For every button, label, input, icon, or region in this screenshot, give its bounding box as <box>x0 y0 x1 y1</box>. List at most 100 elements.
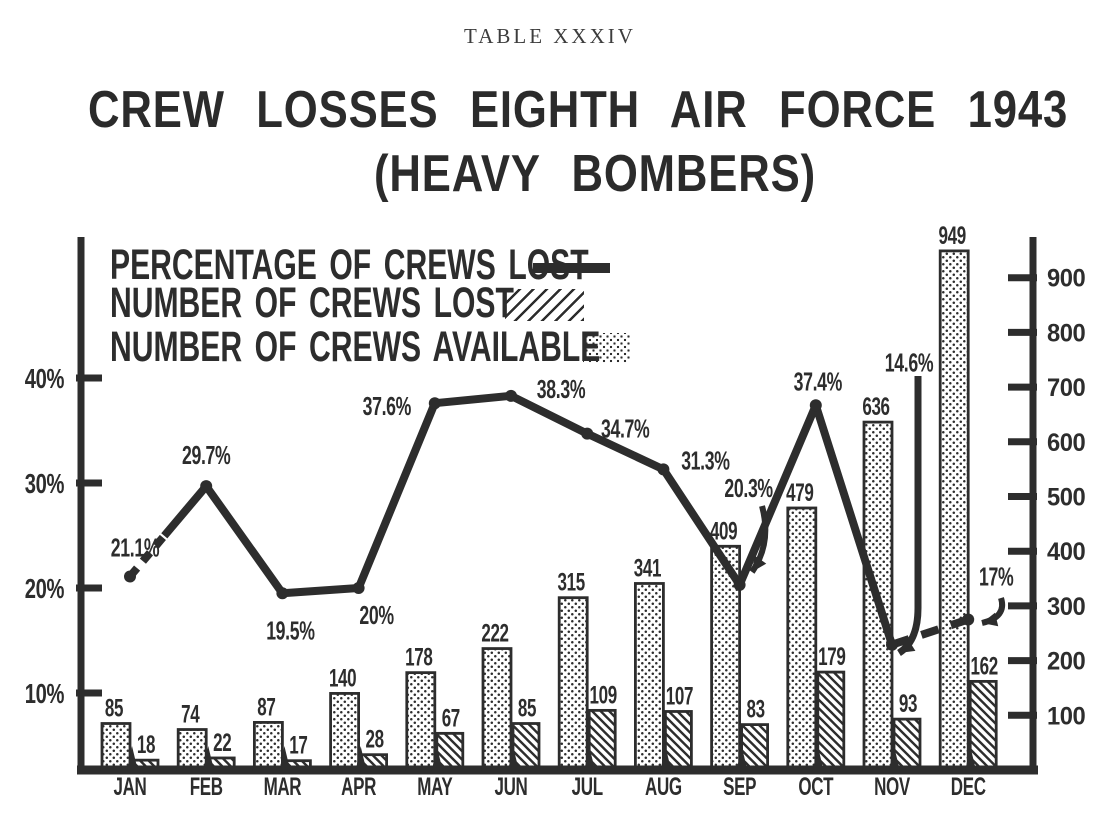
line-point-mar <box>276 587 289 600</box>
bar-junction-wedge <box>508 746 519 771</box>
legend-label: NUMBER OF CREWS AVAILABLE <box>110 323 601 371</box>
month-label-oct: OCT <box>798 773 833 801</box>
percent-label-jun: 38.3% <box>537 374 586 403</box>
lost-value-label: 28 <box>365 725 384 753</box>
percent-label-jul: 34.7% <box>601 414 650 443</box>
percent-label-oct: 37.4% <box>794 367 843 396</box>
line-segment-jan-feb-dashed <box>126 533 168 580</box>
available-bar-oct <box>786 506 818 772</box>
lost-value-label: 83 <box>746 695 765 723</box>
lost-value-label: 18 <box>137 731 156 759</box>
legend-dots-swatch <box>583 333 630 363</box>
line-point-nov <box>886 638 898 651</box>
available-value-label: 178 <box>405 643 433 671</box>
lost-value-label: 22 <box>213 729 232 757</box>
percent-label-feb: 29.7% <box>182 441 231 470</box>
line-point-may <box>428 397 441 410</box>
available-bar-aug <box>634 582 665 772</box>
month-label-dec: DEC <box>951 773 986 801</box>
lost-value-label: 93 <box>899 690 918 718</box>
right-axis-tick-label: 100 <box>1047 703 1085 731</box>
percent-label-apr: 20% <box>359 601 394 630</box>
legend-hatch-swatch <box>505 289 584 321</box>
month-label-may: MAY <box>417 773 452 801</box>
right-axis-tick-label: 700 <box>1047 375 1085 403</box>
lost-value-label: 179 <box>818 643 846 671</box>
right-axis-tick-label: 400 <box>1047 539 1085 567</box>
available-value-label: 140 <box>329 664 356 692</box>
lost-value-label: 67 <box>442 704 460 732</box>
available-value-label: 85 <box>105 694 124 722</box>
month-label-nov: NOV <box>874 773 911 801</box>
lost-bar-oct <box>816 670 846 772</box>
month-label-aug: AUG <box>645 773 682 801</box>
available-bar-mar <box>252 721 284 772</box>
bar-junction-wedge <box>355 746 367 771</box>
available-value-label: 74 <box>181 700 200 728</box>
legend-item-crews-lost: NUMBER OF CREWS LOST <box>110 282 514 325</box>
arrowhead <box>752 555 767 572</box>
lost-value-label: 17 <box>289 731 307 759</box>
arrowhead <box>899 639 916 653</box>
arrow-to-nov-point <box>896 376 922 656</box>
lost-bar-dec <box>968 679 998 772</box>
percent-label-nov: 14.6% <box>885 348 934 377</box>
legend-item-crews-available: NUMBER OF CREWS AVAILABLE <box>110 326 600 369</box>
available-bar-jun <box>481 647 513 772</box>
lost-bar-aug <box>664 710 693 772</box>
available-bar-may <box>405 671 437 772</box>
month-label-jun: JUN <box>495 773 528 801</box>
lost-bar-jun <box>511 722 541 772</box>
right-axis-tick-label: 800 <box>1047 320 1085 348</box>
lost-value-label: 109 <box>590 681 618 709</box>
line-point-jun <box>505 389 517 402</box>
available-bar-jul <box>557 596 589 772</box>
available-bar-feb <box>176 728 208 772</box>
left-axis-tick-label: 40% <box>25 364 65 395</box>
left-axis-tick-label: 20% <box>25 574 65 605</box>
bar-junction-wedge <box>584 746 596 771</box>
right-axis-tick-label: 500 <box>1047 484 1085 512</box>
legend-label: NUMBER OF CREWS LOST <box>110 279 514 327</box>
available-value-label: 949 <box>939 222 967 250</box>
available-bar-dec <box>938 249 970 772</box>
line-point-jan <box>124 570 136 583</box>
bar-junction-wedge <box>736 746 748 771</box>
bar-junction-wedge <box>279 746 291 771</box>
percent-label-mar: 19.5% <box>266 616 315 645</box>
bar-junction-wedge <box>127 746 138 771</box>
percent-label-dec: 17% <box>979 562 1014 591</box>
available-value-label: 87 <box>257 693 275 721</box>
month-label-jan: JAN <box>114 773 147 801</box>
legend-line-swatch <box>533 263 610 273</box>
line-point-feb <box>200 480 213 493</box>
chart-title-line1: CREW LOSSES EIGHTH AIR FORCE 1943 <box>88 81 1069 139</box>
bar-junction-wedge <box>965 746 977 771</box>
legend-item-percentage-lost: PERCENTAGE OF CREWS LOST <box>110 244 589 287</box>
month-label-sep: SEP <box>723 773 756 801</box>
lost-value-label: 107 <box>666 682 693 710</box>
bar-junction-wedge <box>431 746 443 771</box>
available-value-label: 315 <box>558 568 586 596</box>
line-point-aug <box>657 463 670 476</box>
month-label-jul: JUL <box>572 773 603 801</box>
bar-junction-wedge <box>660 746 672 771</box>
line-segment-nov-dec-dashed <box>890 615 970 649</box>
right-axis-tick-label: 300 <box>1047 593 1085 621</box>
available-value-label: 479 <box>786 479 814 507</box>
line-point-dec <box>962 613 975 626</box>
month-label-mar: MAR <box>264 773 302 801</box>
percent-label-may: 37.6% <box>363 392 412 421</box>
line-point-sep <box>733 578 746 591</box>
percentage-line <box>161 391 896 646</box>
percent-label-aug: 31.3% <box>681 446 730 475</box>
available-value-label: 222 <box>481 619 509 647</box>
percent-label-jan: 21.1% <box>111 533 160 562</box>
line-point-apr <box>352 582 365 594</box>
right-axis-tick-label: 200 <box>1047 648 1085 676</box>
available-value-label: 636 <box>862 393 890 421</box>
chart-title-line2: (HEAVY BOMBERS) <box>373 145 817 203</box>
month-label-apr: APR <box>341 773 376 801</box>
